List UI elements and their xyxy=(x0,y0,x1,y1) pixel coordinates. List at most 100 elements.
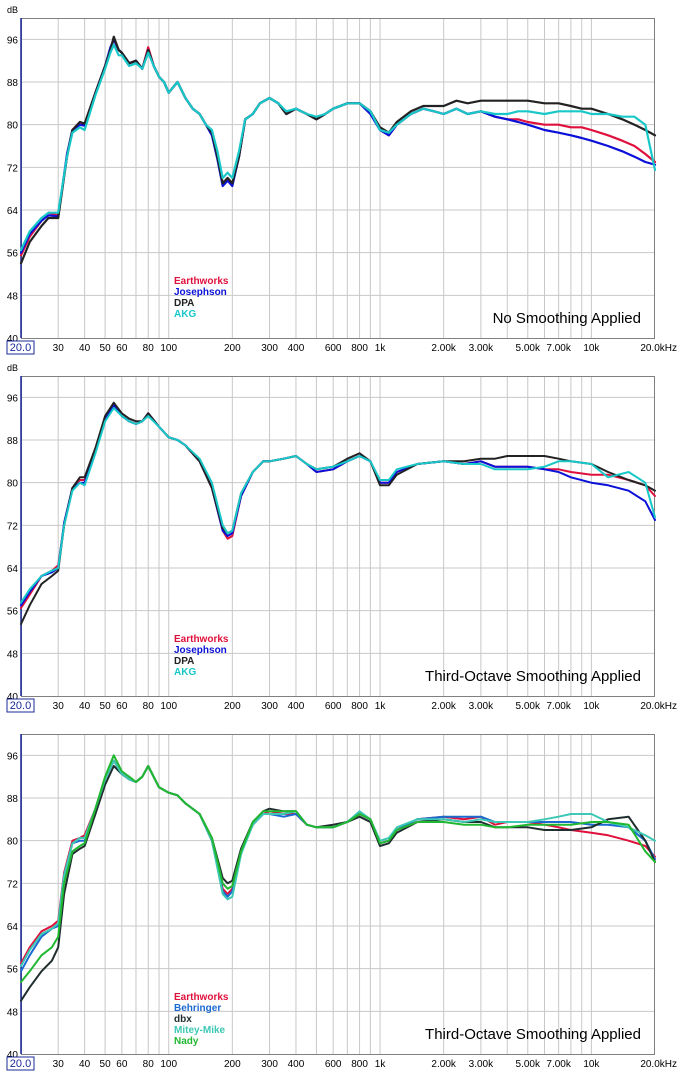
x-tick-label: 400 xyxy=(288,343,305,354)
series-line-earthworks xyxy=(20,759,656,965)
y-tick-label: 96 xyxy=(7,393,19,404)
x-tick-label: 3.00k xyxy=(469,701,494,712)
x-tick-label: 80 xyxy=(143,1059,155,1070)
x-tick-label: 7.00k xyxy=(546,1059,571,1070)
legend-entry-akg: AKG xyxy=(174,309,196,320)
x-tick-label: 7.00k xyxy=(546,701,571,712)
y-tick-label: 64 xyxy=(7,922,19,933)
chart-title: Third-Octave Smoothing Applied xyxy=(425,1026,641,1043)
x-tick-label: 300 xyxy=(261,701,278,712)
legend-entry-earthworks: Earthworks xyxy=(174,276,229,287)
x-tick-label: 10k xyxy=(583,701,600,712)
y-tick-label: 56 xyxy=(7,249,19,260)
x-tick-label: 800 xyxy=(351,343,368,354)
x-tick-label: 20.0kHz xyxy=(640,343,677,354)
x-tick-label: 600 xyxy=(325,701,342,712)
series-line-akg xyxy=(19,43,657,252)
series-line-nady xyxy=(20,754,656,983)
x-tick-label: 30 xyxy=(53,1059,65,1070)
plot-frame xyxy=(21,376,655,697)
x-tick-label: 800 xyxy=(351,1059,368,1070)
legend-entry-dbx: dbx xyxy=(174,1014,192,1025)
y-tick-label: 56 xyxy=(7,965,19,976)
y-tick-label: 96 xyxy=(7,751,19,762)
y-tick-label: 96 xyxy=(7,35,19,46)
x-tick-label: 20.0 xyxy=(10,342,31,354)
y-axis-unit: dB xyxy=(7,5,18,15)
series-line-behringer xyxy=(20,759,656,973)
x-tick-label: 1k xyxy=(375,1059,387,1070)
x-tick-label: 5.00k xyxy=(516,701,541,712)
legend-entry-nady: Nady xyxy=(174,1036,199,1047)
chart-title: No Smoothing Applied xyxy=(493,310,641,327)
x-tick-label: 30 xyxy=(53,343,65,354)
y-tick-label: 88 xyxy=(7,794,19,805)
x-tick-label: 80 xyxy=(143,343,155,354)
y-tick-label: 80 xyxy=(7,479,19,490)
x-tick-label: 2.00k xyxy=(431,343,456,354)
x-tick-label: 600 xyxy=(325,343,342,354)
y-tick-label: 56 xyxy=(7,607,19,618)
y-tick-label: 40 xyxy=(7,692,19,703)
x-tick-label: 20.0 xyxy=(10,700,31,712)
x-tick-label: 20.0kHz xyxy=(640,701,677,712)
chart-panel-3: 40 48 56 64 72 80 88 96 20.0 30 40 50 60 80 100 200 300 4… xyxy=(6,734,677,1071)
chart-panel-1: 40 48 56 64 72 80 88 96 dB 20.0 30 40 50 60 80 100 200 30… xyxy=(6,5,677,355)
series-line-josephson xyxy=(20,404,656,607)
x-tick-label: 50 xyxy=(100,701,112,712)
x-tick-label: 3.00k xyxy=(469,343,494,354)
x-tick-label: 80 xyxy=(143,701,155,712)
y-tick-label: 72 xyxy=(7,879,19,890)
legend-entry-earthworks: Earthworks xyxy=(174,992,229,1003)
x-tick-label: 100 xyxy=(160,701,177,712)
legend-entry-mitey-mike: Mitey-Mike xyxy=(174,1025,226,1036)
x-tick-label: 100 xyxy=(160,1059,177,1070)
y-tick-label: 80 xyxy=(7,121,19,132)
series-line-earthworks xyxy=(19,38,657,257)
plot-frame xyxy=(21,734,655,1055)
x-tick-label: 60 xyxy=(116,343,128,354)
y-tick-label: 64 xyxy=(7,564,19,575)
x-tick-label: 3.00k xyxy=(469,1059,494,1070)
y-tick-label: 72 xyxy=(7,521,19,532)
series-line-dpa xyxy=(19,35,657,265)
y-axis-unit: dB xyxy=(7,363,18,373)
y-tick-label: 40 xyxy=(7,1050,19,1061)
x-tick-label: 400 xyxy=(288,1059,305,1070)
x-tick-label: 40 xyxy=(79,701,91,712)
legend-entry-akg: AKG xyxy=(174,667,196,678)
x-tick-label: 2.00k xyxy=(431,1059,456,1070)
x-tick-label: 5.00k xyxy=(516,1059,541,1070)
x-tick-label: 50 xyxy=(100,343,112,354)
x-tick-label: 200 xyxy=(224,701,241,712)
x-tick-label: 100 xyxy=(160,343,177,354)
x-tick-label: 30 xyxy=(53,701,65,712)
y-tick-label: 48 xyxy=(7,649,19,660)
x-tick-label: 800 xyxy=(351,701,368,712)
chart-panel-2: 40 48 56 64 72 80 88 96 dB 20.0 30 40 50 60 80 100 200 30… xyxy=(6,363,677,713)
x-range-start-box xyxy=(6,1056,35,1071)
x-tick-label: 60 xyxy=(116,1059,128,1070)
chart-title: Third-Octave Smoothing Applied xyxy=(425,668,641,685)
x-tick-label: 200 xyxy=(224,1059,241,1070)
y-tick-label: 88 xyxy=(7,78,19,89)
series-line-mitey-mike xyxy=(20,759,656,967)
series-line-akg xyxy=(20,407,656,604)
x-tick-label: 7.00k xyxy=(546,343,571,354)
legend-entry-behringer: Behringer xyxy=(174,1003,221,1014)
y-tick-label: 88 xyxy=(7,436,19,447)
y-tick-label: 80 xyxy=(7,837,19,848)
legend-entry-earthworks: Earthworks xyxy=(174,634,229,645)
x-tick-label: 40 xyxy=(79,1059,91,1070)
y-tick-label: 48 xyxy=(7,291,19,302)
series-line-dpa xyxy=(20,401,656,625)
x-tick-label: 200 xyxy=(224,343,241,354)
x-tick-label: 40 xyxy=(79,343,91,354)
y-tick-label: 40 xyxy=(7,334,19,345)
series-line-josephson xyxy=(19,38,657,254)
legend-entry-josephson: Josephson xyxy=(174,645,227,656)
x-tick-label: 1k xyxy=(375,701,387,712)
x-tick-label: 20.0kHz xyxy=(640,1059,677,1070)
legend-entry-josephson: Josephson xyxy=(174,287,227,298)
